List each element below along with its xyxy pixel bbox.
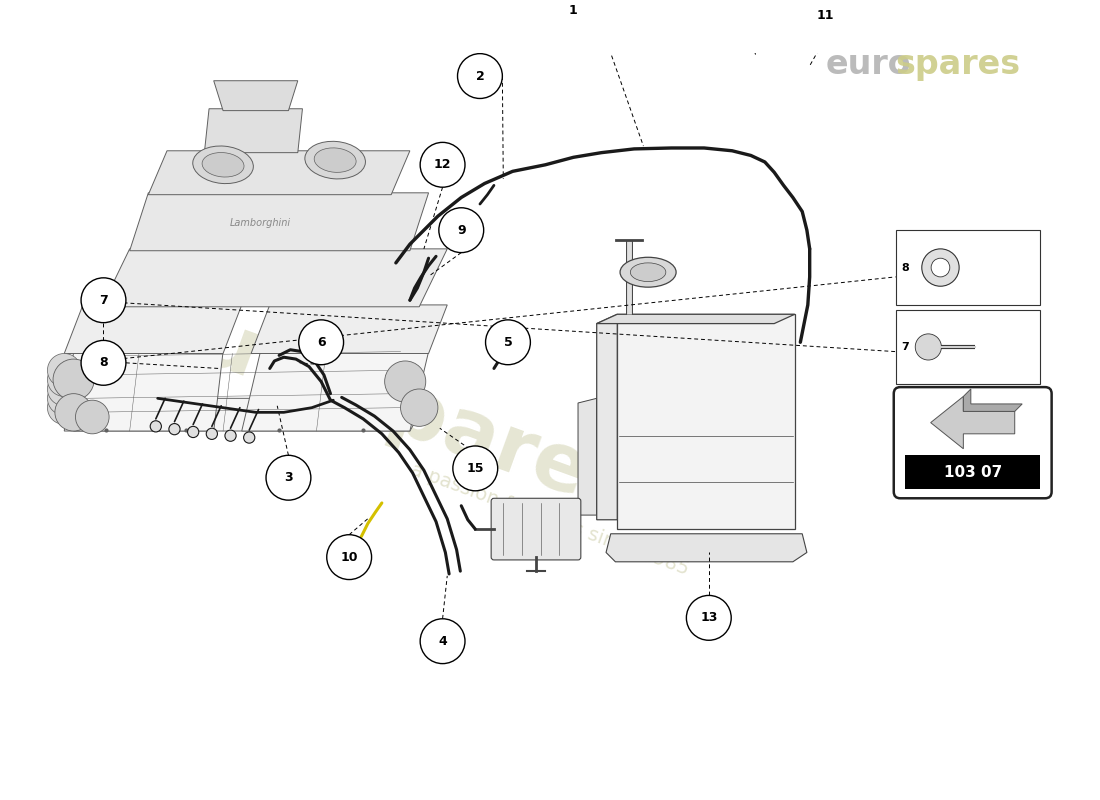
Polygon shape [64, 305, 242, 354]
Ellipse shape [202, 153, 244, 177]
FancyBboxPatch shape [492, 498, 581, 560]
Circle shape [485, 320, 530, 365]
Circle shape [243, 432, 255, 443]
Text: 6: 6 [317, 336, 326, 349]
Polygon shape [578, 398, 596, 515]
Text: 3: 3 [284, 471, 293, 484]
Polygon shape [596, 314, 794, 323]
Circle shape [53, 359, 95, 400]
Circle shape [686, 595, 732, 640]
Circle shape [266, 455, 311, 500]
Circle shape [803, 0, 848, 38]
Polygon shape [251, 305, 448, 354]
Circle shape [81, 341, 125, 386]
Circle shape [420, 618, 465, 664]
Circle shape [188, 426, 199, 438]
Circle shape [551, 0, 596, 33]
Circle shape [47, 354, 81, 387]
Ellipse shape [192, 146, 253, 183]
Circle shape [458, 54, 503, 98]
Text: 2: 2 [475, 70, 484, 82]
Circle shape [915, 334, 942, 360]
Text: eurospares: eurospares [139, 284, 644, 531]
Circle shape [47, 372, 81, 406]
Circle shape [151, 421, 162, 432]
Text: 13: 13 [700, 611, 717, 624]
Circle shape [47, 363, 81, 397]
Circle shape [206, 428, 218, 439]
Text: 15: 15 [466, 462, 484, 475]
Polygon shape [213, 81, 298, 110]
Ellipse shape [620, 258, 676, 287]
Polygon shape [101, 249, 448, 306]
Text: 7: 7 [901, 342, 909, 352]
Circle shape [420, 142, 465, 187]
Text: 8: 8 [99, 356, 108, 370]
Text: 14: 14 [737, 0, 755, 3]
FancyBboxPatch shape [894, 387, 1052, 498]
Polygon shape [596, 314, 617, 520]
Polygon shape [964, 389, 1022, 411]
Circle shape [169, 423, 180, 434]
Circle shape [81, 278, 125, 322]
Circle shape [439, 208, 484, 253]
Circle shape [400, 389, 438, 426]
Circle shape [299, 320, 343, 365]
Text: 10: 10 [340, 550, 358, 564]
Circle shape [453, 446, 497, 491]
Circle shape [922, 249, 959, 286]
Polygon shape [205, 109, 302, 153]
Text: Lamborghini: Lamborghini [230, 218, 292, 228]
Circle shape [385, 361, 426, 402]
Ellipse shape [305, 142, 365, 179]
Text: 7: 7 [99, 294, 108, 306]
Circle shape [55, 394, 92, 431]
Polygon shape [130, 193, 429, 250]
Text: euro: euro [826, 48, 911, 81]
Text: 103 07: 103 07 [944, 465, 1002, 480]
FancyBboxPatch shape [895, 310, 1041, 384]
Text: 4: 4 [438, 634, 447, 648]
Polygon shape [148, 150, 410, 194]
Text: 5: 5 [504, 336, 513, 349]
Circle shape [224, 430, 236, 442]
Circle shape [47, 391, 81, 425]
FancyBboxPatch shape [895, 230, 1041, 305]
Circle shape [327, 534, 372, 579]
Text: 11: 11 [817, 9, 834, 22]
Text: 8: 8 [901, 262, 909, 273]
Circle shape [76, 400, 109, 434]
Polygon shape [74, 398, 429, 431]
Polygon shape [64, 352, 223, 431]
Polygon shape [931, 397, 1014, 449]
Circle shape [47, 382, 81, 415]
Ellipse shape [630, 263, 666, 282]
Polygon shape [606, 534, 807, 562]
Ellipse shape [315, 148, 356, 172]
Text: 9: 9 [456, 224, 465, 237]
Polygon shape [242, 352, 429, 431]
Text: 12: 12 [433, 158, 451, 171]
Text: a passion for parts since 1985: a passion for parts since 1985 [408, 461, 692, 579]
FancyBboxPatch shape [617, 314, 794, 529]
FancyBboxPatch shape [905, 455, 1041, 489]
Circle shape [724, 0, 769, 19]
Circle shape [931, 258, 949, 277]
Text: spares: spares [895, 48, 1021, 81]
Text: 1: 1 [569, 4, 578, 17]
